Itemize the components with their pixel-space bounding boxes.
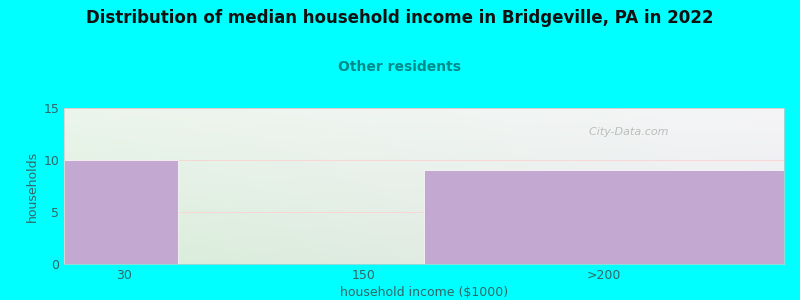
- Text: Other residents: Other residents: [338, 60, 462, 74]
- X-axis label: household income ($1000): household income ($1000): [340, 286, 508, 299]
- Y-axis label: households: households: [26, 150, 39, 222]
- Text: Distribution of median household income in Bridgeville, PA in 2022: Distribution of median household income …: [86, 9, 714, 27]
- Bar: [424, 170, 784, 264]
- Bar: [64, 160, 178, 264]
- Text: City-Data.com: City-Data.com: [582, 127, 669, 137]
